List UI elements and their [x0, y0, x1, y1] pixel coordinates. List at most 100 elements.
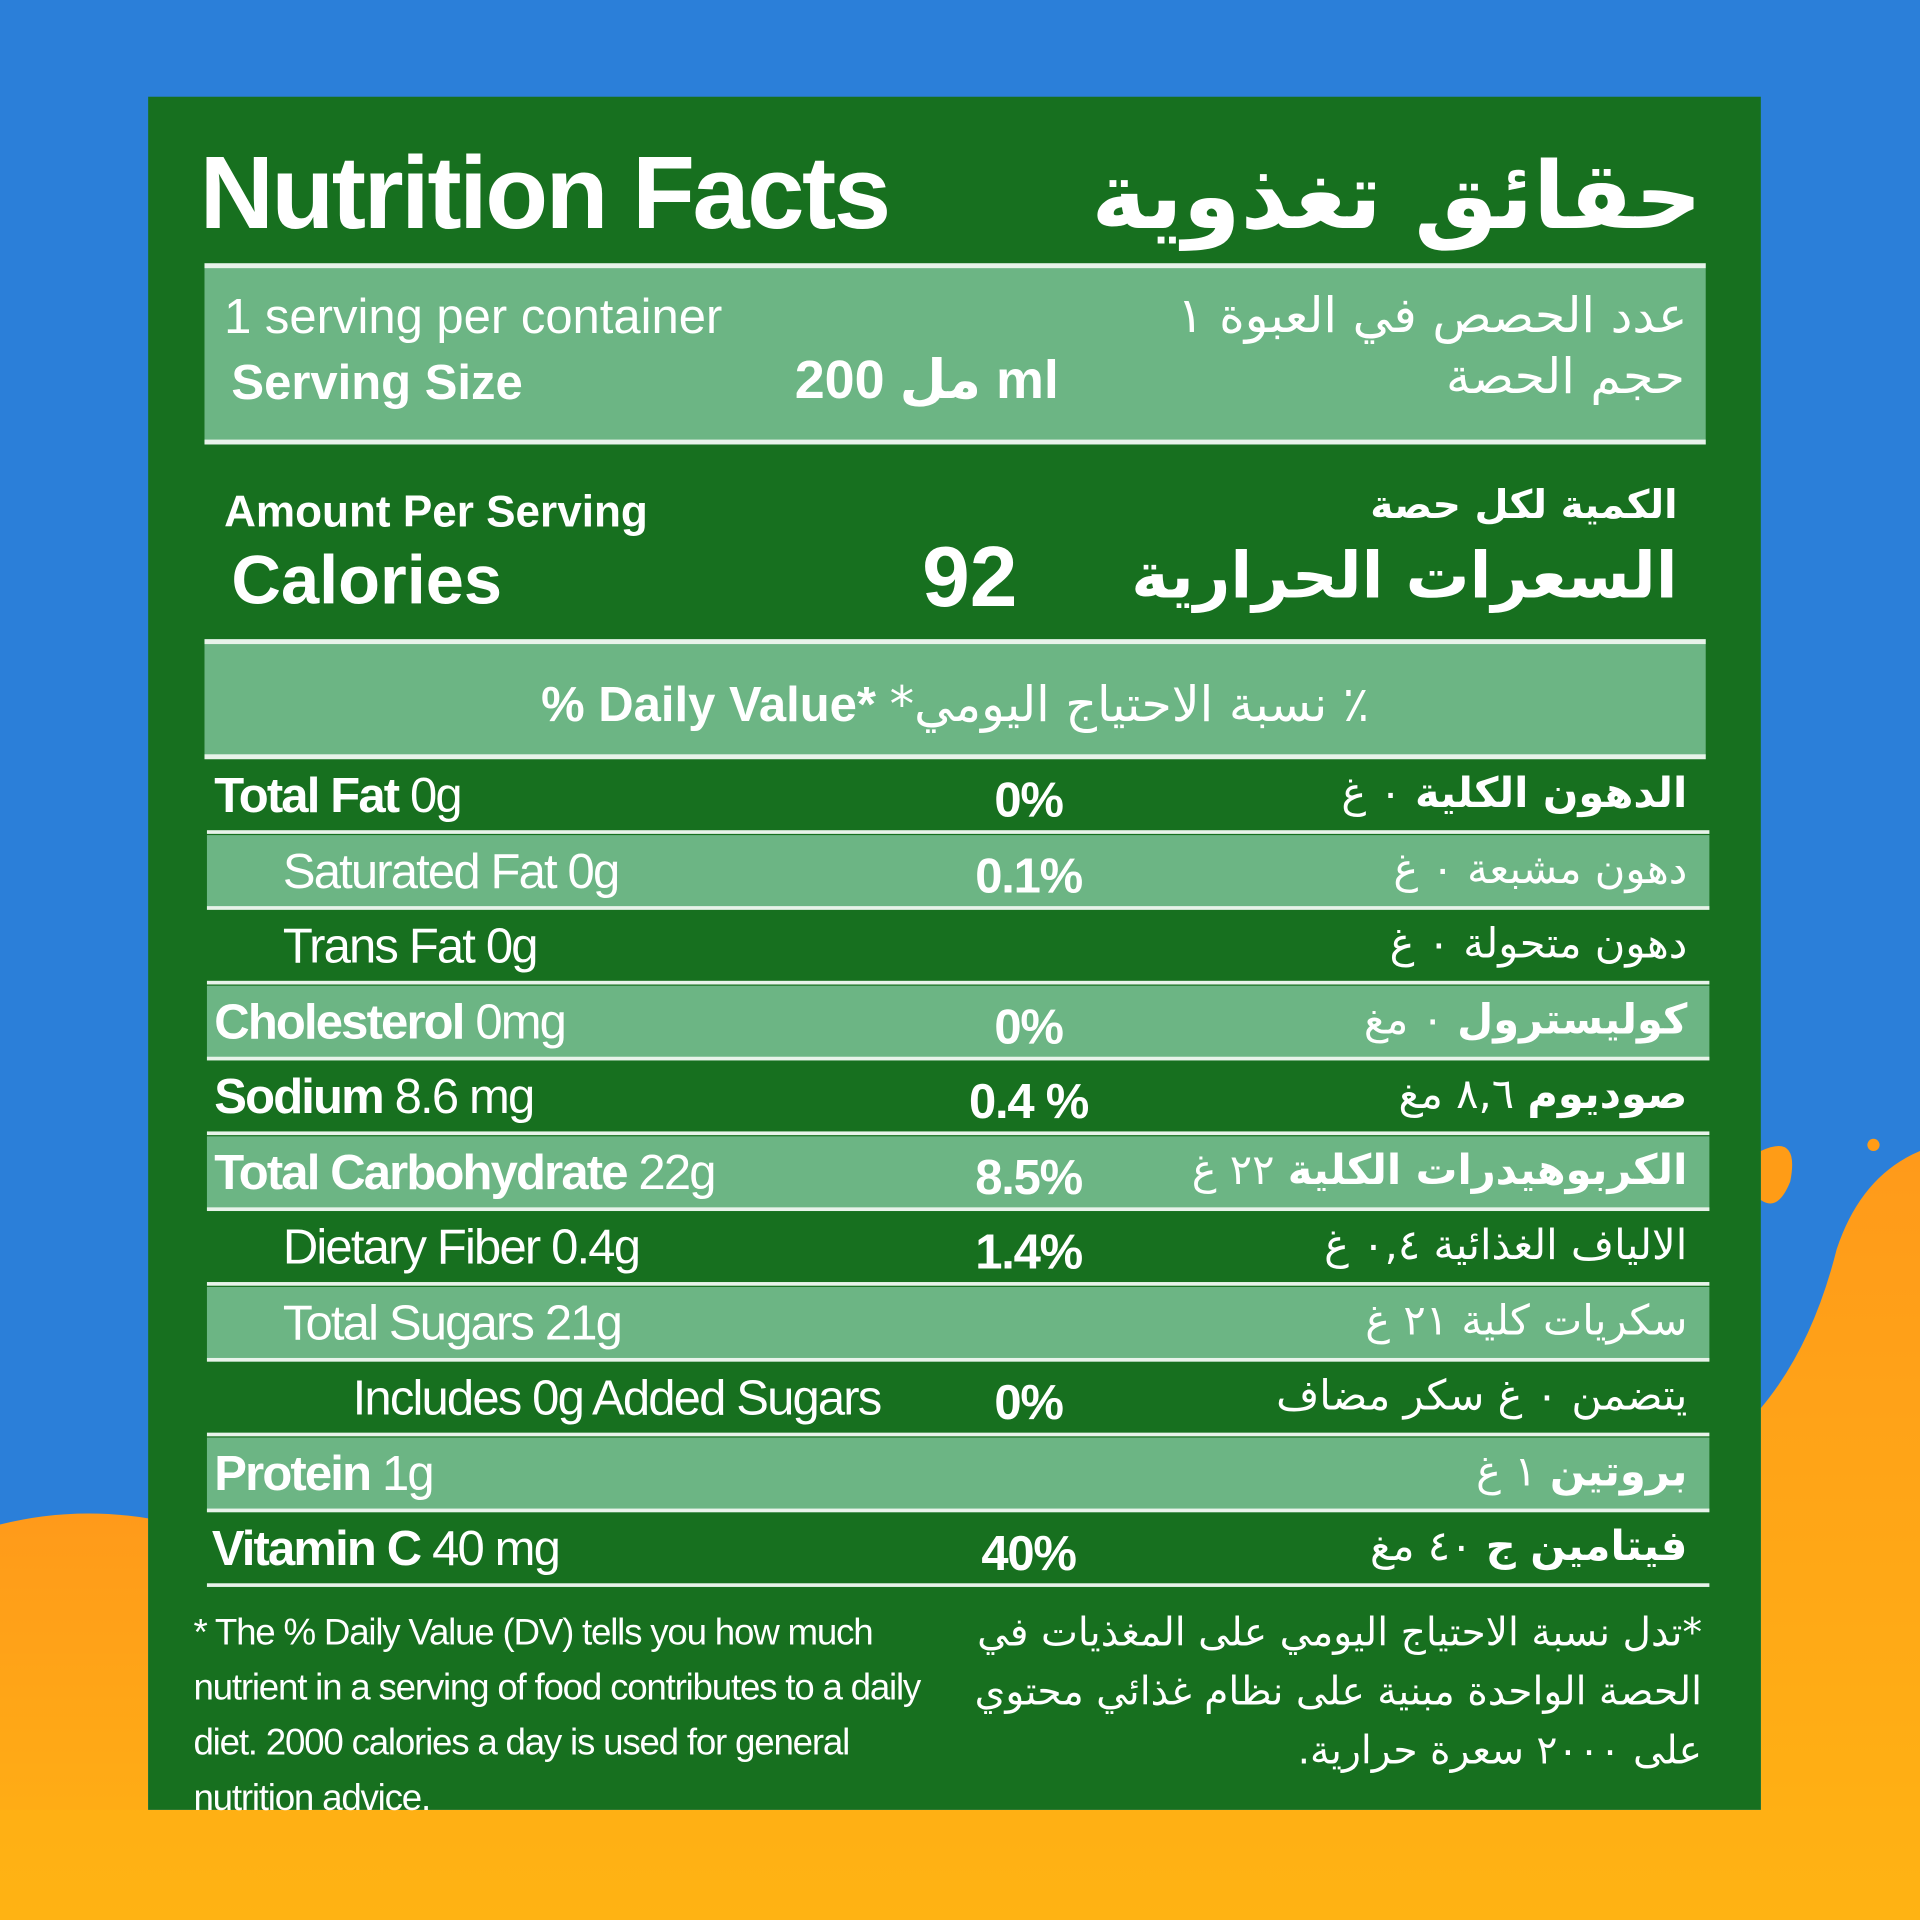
nutrient-ar: الكربوهيدرات الكلية ٢٢ غ [1192, 1146, 1688, 1195]
nutrient-en: Includes 0g Added Sugars [352, 1371, 883, 1426]
nutrient-row: Includes 0g Added Sugars 0% يتضمن ٠ غ سكر … [206, 1362, 1710, 1437]
daily-value: 8.5% [975, 1150, 1083, 1205]
nutrient-amount: 21g [544, 1296, 623, 1350]
nutrient-amount-ar: ٠ غ [1393, 844, 1454, 894]
daily-value: 0.1% [975, 849, 1083, 904]
nutrient-row: Total Sugars 21g سكريات كلية ٢١ غ [206, 1286, 1710, 1362]
daily-value-header: % Daily Value* *نسبة الاحتياج اليومي ٪ [204, 677, 1705, 733]
serving-size-value: مل 200 ml [795, 349, 1059, 411]
nutrient-amount-ar: ٢٢ غ [1191, 1145, 1275, 1195]
nutrient-name-ar: بروتين [1549, 1446, 1688, 1496]
nutrient-name: Total Fat [214, 768, 400, 823]
nutrient-name-ar: صوديوم [1527, 1070, 1688, 1120]
nutrient-name: Dietary Fiber [282, 1220, 541, 1275]
nutrient-name-ar: كوليسترول [1457, 994, 1688, 1044]
nutrient-en: Total Sugars 21g [282, 1296, 623, 1351]
nutrient-ar: سكريات كلية ٢١ غ [1365, 1296, 1687, 1345]
nutrient-ar: الالياف الغذائية ٠,٤ غ [1324, 1221, 1687, 1270]
nutrient-amount: 40 mg [432, 1522, 561, 1576]
nutrient-en: Total Carbohydrate 22g [214, 1145, 716, 1201]
servings-per-container-ar: عدد الحصص في العبوة ١ [1177, 287, 1688, 345]
serving-size-unit-ar: مل [899, 348, 982, 412]
nutrient-row: Protein 1g بروتين ١ غ [206, 1436, 1710, 1512]
daily-value: 0% [994, 999, 1064, 1054]
nutrient-ar: كوليسترول ٠ مغ [1364, 995, 1688, 1044]
footnote-ar: *تدل نسبة الاحتياج اليومي على المغذيات ف… [974, 1608, 1703, 1774]
nutrient-amount-ar: ٠ غ [1341, 768, 1402, 818]
daily-value: 40% [981, 1526, 1077, 1581]
nutrient-row: Dietary Fiber 0.4g 1.4% الالياف الغذائية ٠… [206, 1211, 1710, 1286]
nutrient-en: Protein 1g [214, 1446, 435, 1502]
title-ar: حقائق تغذوية [1091, 140, 1703, 250]
daily-value: 1.4% [975, 1225, 1083, 1280]
nutrient-en: Vitamin C 40 mg [211, 1522, 561, 1577]
daily-value-en: % Daily Value* [541, 678, 876, 733]
servings-per-container: 1 serving per container [224, 290, 723, 345]
nutrient-amount: 22g [638, 1145, 716, 1200]
nutrient-name: Protein [214, 1446, 372, 1501]
nutrient-ar: فيتامين ج ٤٠ مغ [1370, 1522, 1687, 1571]
nutrient-name-ar: الكربوهيدرات الكلية [1287, 1145, 1688, 1195]
nutrient-amount: 0.4g [551, 1220, 641, 1275]
nutrient-amount-ar: ٤٠ مغ [1370, 1522, 1473, 1572]
calories-label: Calories [231, 541, 503, 619]
nutrient-en: Trans Fat 0g [282, 919, 539, 975]
nutrient-ar: دهون متحولة ٠ غ [1390, 920, 1688, 969]
nutrient-amount-ar: ٠ غ [1389, 919, 1451, 969]
nutrient-ar: يتضمن ٠ غ سكر مضاف [1276, 1371, 1687, 1420]
nutrient-row: Total Carbohydrate 22g 8.5% الكربوهيدرات ا… [206, 1135, 1710, 1211]
nutrient-amount-ar: ٢١ غ [1365, 1296, 1449, 1346]
daily-value: 0.4 % [968, 1075, 1089, 1129]
nutrient-amount: 0mg [475, 994, 567, 1049]
nutrient-row: Vitamin C 40 mg 40% فيتامين ج ٤٠ مغ [206, 1512, 1710, 1587]
amount-per-serving-ar: الكمية لكل حصة [1370, 481, 1678, 528]
nutrient-name: Cholesterol [214, 994, 465, 1049]
nutrient-name-ar: دهون متحولة [1463, 919, 1688, 969]
daily-value-ar: *نسبة الاحتياج اليومي ٪ [889, 677, 1370, 734]
nutrient-en: Dietary Fiber 0.4g [282, 1220, 641, 1276]
nutrient-ar: صوديوم ٨,٦ مغ [1398, 1070, 1687, 1119]
serving-band [204, 263, 1706, 445]
nutrient-en: Total Fat 0g [214, 768, 463, 824]
nutrient-ar: بروتين ١ غ [1476, 1447, 1687, 1496]
nutrient-name: Includes 0g Added Sugars [352, 1371, 883, 1426]
nutrition-panel: Nutrition Facts حقائق تغذوية 1 serving p… [148, 96, 1761, 1818]
calories-value: 92 [922, 528, 1018, 625]
calories-label-ar: السعرات الحرارية [1131, 540, 1678, 614]
nutrient-name-ar: يتضمن ٠ غ سكر مضاف [1276, 1371, 1688, 1421]
nutrient-name-ar: فيتامين ج [1485, 1522, 1688, 1572]
nutrient-ar: دهون مشبعة ٠ غ [1393, 844, 1687, 893]
nutrient-amount: 0g [567, 844, 621, 899]
amount-per-serving: Amount Per Serving [224, 486, 648, 537]
title-en: Nutrition Facts [199, 134, 891, 250]
nutrient-en: Cholesterol 0mg [214, 994, 567, 1050]
nutrient-row: Total Fat 0g 0% الدهون الكلية ٠ غ [206, 759, 1710, 834]
nutrient-row: Cholesterol 0mg 0% كوليسترول ٠ مغ [206, 985, 1710, 1060]
daily-value: 0% [994, 1376, 1064, 1431]
nutrient-name: Sodium [214, 1070, 384, 1125]
nutrient-name-ar: الالياف الغذائية [1433, 1220, 1688, 1270]
daily-value-band [204, 639, 1706, 760]
nutrient-amount-ar: ٨,٦ مغ [1398, 1070, 1515, 1120]
nutrient-amount-ar: ١ غ [1476, 1446, 1537, 1496]
nutrient-name-ar: دهون مشبعة [1467, 844, 1688, 894]
nutrient-name: Vitamin C [211, 1522, 422, 1576]
nutrient-name: Total Sugars [282, 1296, 535, 1350]
serving-size: 200 ml [794, 350, 1059, 411]
serving-size-label: Serving Size [231, 356, 523, 411]
nutrient-amount: 8.6 mg [394, 1070, 536, 1125]
nutrient-row: Saturated Fat 0g 0.1% دهون مشبعة ٠ غ [206, 834, 1710, 910]
nutrient-row: Trans Fat 0g دهون متحولة ٠ غ [206, 910, 1710, 985]
daily-value: 0% [994, 773, 1064, 828]
nutrient-en: Saturated Fat 0g [283, 844, 621, 899]
nutrient-amount: 0g [409, 768, 463, 823]
nutrient-amount: 1g [381, 1446, 435, 1501]
nutrient-row: Sodium 8.6 mg 0.4 % صوديوم ٨,٦ مغ [206, 1060, 1710, 1136]
nutrient-amount-ar: ٠ مغ [1363, 994, 1444, 1044]
nutrient-name: Total Carbohydrate [214, 1145, 628, 1200]
footnote-en: * The % Daily Value (DV) tells you how m… [193, 1612, 921, 1819]
serving-size-label-ar: حجم الحصة [1445, 348, 1685, 406]
nutrient-name: Trans Fat [282, 919, 476, 974]
